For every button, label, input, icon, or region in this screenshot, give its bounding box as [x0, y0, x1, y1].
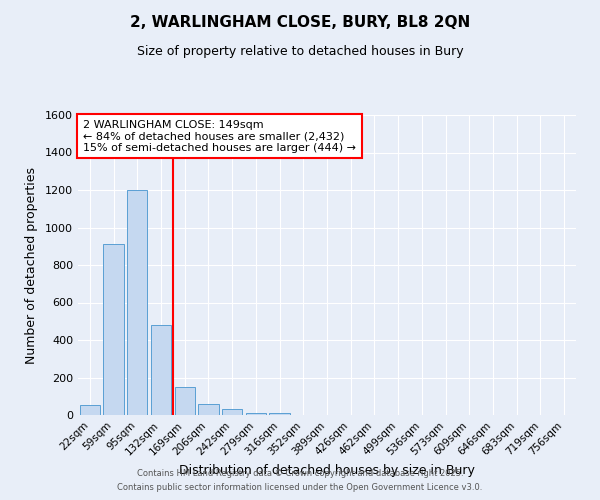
Bar [151, 325, 171, 415]
X-axis label: Distribution of detached houses by size in Bury: Distribution of detached houses by size … [179, 464, 475, 476]
Text: Contains public sector information licensed under the Open Government Licence v3: Contains public sector information licen… [118, 484, 482, 492]
Bar [175, 387, 195, 415]
Bar [103, 244, 124, 415]
Bar [199, 404, 218, 415]
Bar [269, 413, 290, 415]
Bar [80, 404, 100, 415]
Text: 2, WARLINGHAM CLOSE, BURY, BL8 2QN: 2, WARLINGHAM CLOSE, BURY, BL8 2QN [130, 15, 470, 30]
Text: Contains HM Land Registry data © Crown copyright and database right 2025.: Contains HM Land Registry data © Crown c… [137, 468, 463, 477]
Y-axis label: Number of detached properties: Number of detached properties [25, 166, 38, 364]
Bar [222, 410, 242, 415]
Bar [127, 190, 148, 415]
Bar [246, 413, 266, 415]
Text: 2 WARLINGHAM CLOSE: 149sqm
← 84% of detached houses are smaller (2,432)
15% of s: 2 WARLINGHAM CLOSE: 149sqm ← 84% of deta… [83, 120, 356, 152]
Text: Size of property relative to detached houses in Bury: Size of property relative to detached ho… [137, 45, 463, 58]
